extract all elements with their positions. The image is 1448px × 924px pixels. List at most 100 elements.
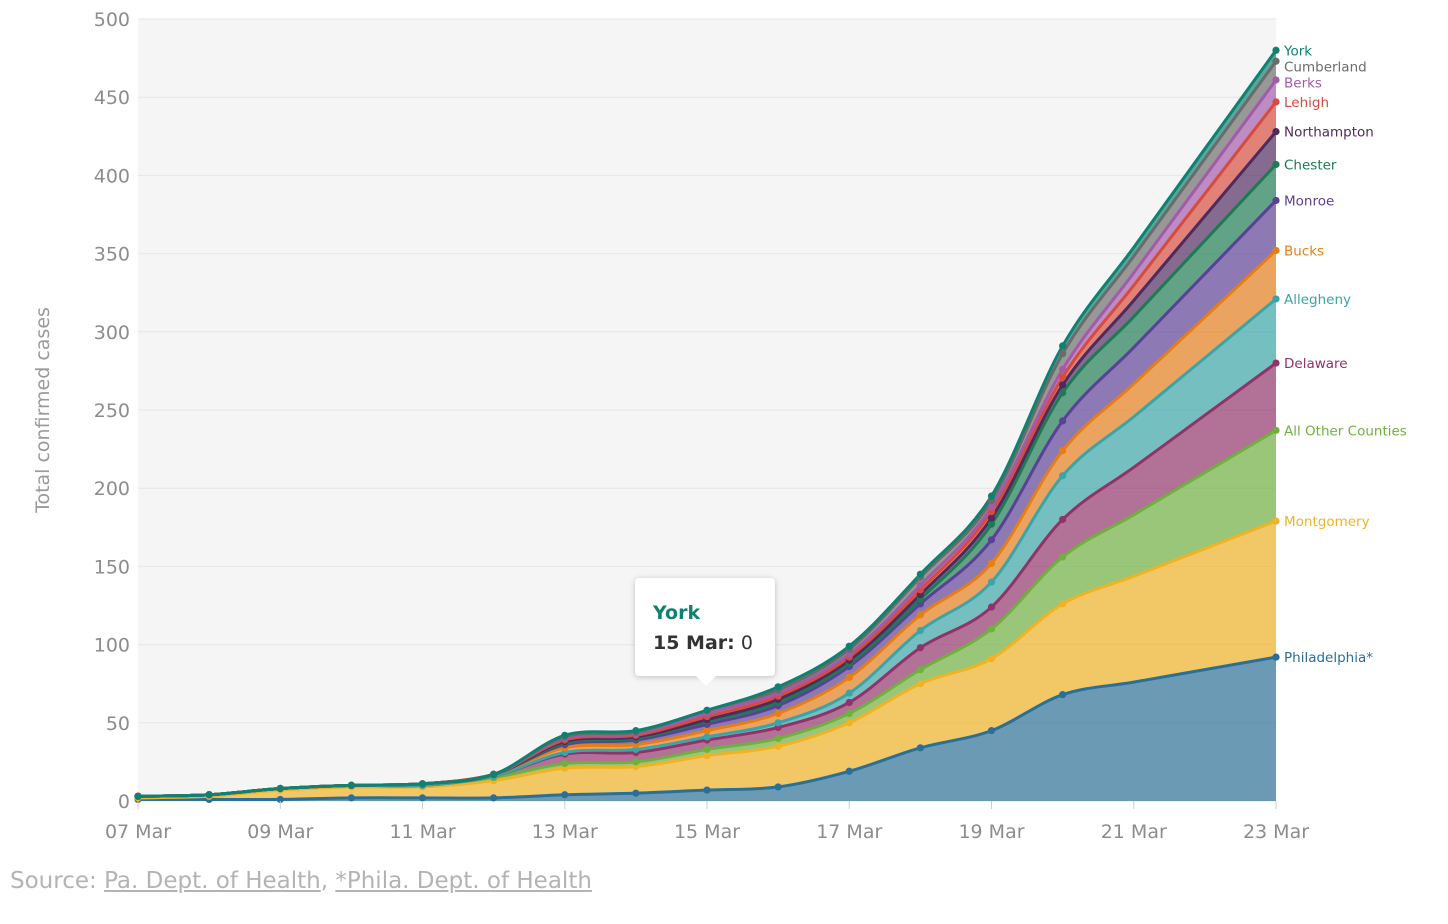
data-point[interactable]: [276, 784, 284, 793]
data-point[interactable]: [987, 625, 996, 633]
data-point[interactable]: [774, 719, 782, 727]
data-point[interactable]: [774, 709, 782, 718]
data-point[interactable]: [418, 780, 427, 788]
data-point[interactable]: [347, 794, 355, 802]
data-point[interactable]: [1272, 76, 1280, 84]
data-point[interactable]: [987, 503, 996, 511]
data-point[interactable]: [987, 655, 996, 663]
area-philadelphia-: [138, 657, 1276, 801]
y-tick-label: 200: [94, 478, 130, 500]
data-point[interactable]: [1059, 447, 1067, 455]
data-point[interactable]: [1272, 246, 1280, 255]
data-point[interactable]: [703, 786, 711, 794]
data-point[interactable]: [1059, 350, 1067, 358]
series-points: [134, 46, 1280, 804]
x-tick-label: 17 Mar: [816, 821, 882, 843]
data-point[interactable]: [1059, 381, 1067, 389]
data-point[interactable]: [703, 745, 711, 753]
data-point[interactable]: [1059, 553, 1067, 561]
data-point[interactable]: [987, 559, 996, 567]
source-prefix: Source:: [10, 868, 105, 894]
tooltip-pointer: [695, 675, 717, 686]
data-point[interactable]: [632, 758, 640, 766]
data-point[interactable]: [1272, 128, 1280, 136]
data-point[interactable]: [703, 733, 711, 741]
data-point[interactable]: [916, 666, 924, 674]
data-point[interactable]: [561, 791, 569, 799]
data-point[interactable]: [987, 492, 996, 500]
data-point[interactable]: [1059, 472, 1067, 480]
data-point[interactable]: [1272, 160, 1280, 169]
data-point[interactable]: [1059, 515, 1067, 524]
data-point[interactable]: [1272, 98, 1280, 106]
series-label: Northampton: [1284, 125, 1374, 141]
data-point[interactable]: [1059, 600, 1067, 608]
data-point[interactable]: [703, 727, 711, 735]
source-link-phila-health[interactable]: *Phila. Dept. of Health: [335, 868, 592, 894]
y-tick-label: 300: [94, 322, 130, 344]
data-point[interactable]: [1272, 426, 1280, 434]
source-link-pa-health[interactable]: Pa. Dept. of Health: [104, 868, 321, 894]
data-point[interactable]: [134, 792, 142, 800]
data-point[interactable]: [561, 731, 569, 739]
series-label: York: [1283, 43, 1312, 59]
data-point[interactable]: [916, 626, 924, 635]
data-point[interactable]: [845, 698, 853, 707]
data-point[interactable]: [845, 642, 853, 650]
data-point[interactable]: [774, 742, 782, 750]
series-label: Lehigh: [1284, 95, 1329, 111]
data-point[interactable]: [561, 759, 569, 768]
data-point[interactable]: [1272, 295, 1280, 303]
data-point[interactable]: [703, 752, 711, 760]
series-label: Berks: [1284, 75, 1322, 91]
data-point[interactable]: [276, 795, 284, 804]
data-point[interactable]: [490, 770, 498, 779]
data-point[interactable]: [1059, 365, 1067, 373]
data-point[interactable]: [418, 794, 427, 802]
y-tick-label: 0: [118, 791, 130, 813]
data-point[interactable]: [1272, 57, 1280, 65]
series-label: Bucks: [1284, 243, 1324, 259]
data-point[interactable]: [916, 611, 924, 619]
data-point[interactable]: [845, 673, 853, 682]
data-point[interactable]: [774, 734, 782, 743]
data-point[interactable]: [987, 727, 996, 735]
data-point[interactable]: [1272, 196, 1280, 205]
data-point[interactable]: [916, 570, 924, 578]
data-point[interactable]: [987, 514, 996, 522]
data-point[interactable]: [987, 603, 996, 611]
data-point[interactable]: [205, 791, 213, 799]
data-point[interactable]: [703, 706, 711, 714]
data-point[interactable]: [845, 767, 853, 775]
series-label: Cumberland: [1284, 59, 1367, 75]
data-point[interactable]: [845, 689, 853, 697]
data-point[interactable]: [632, 789, 640, 797]
data-point[interactable]: [347, 781, 355, 789]
data-point[interactable]: [774, 783, 782, 791]
data-point[interactable]: [1272, 517, 1280, 525]
data-point[interactable]: [845, 719, 853, 727]
tooltip-value-line: 15 Mar: 0: [653, 632, 753, 654]
data-point[interactable]: [774, 683, 782, 691]
data-point[interactable]: [916, 744, 924, 752]
data-point[interactable]: [1059, 373, 1067, 381]
data-point[interactable]: [1059, 389, 1067, 397]
data-point[interactable]: [1059, 342, 1067, 350]
data-point[interactable]: [1272, 359, 1280, 367]
data-point[interactable]: [987, 536, 996, 544]
data-point[interactable]: [1059, 691, 1067, 699]
data-point[interactable]: [490, 794, 498, 802]
data-point[interactable]: [1272, 46, 1280, 54]
series-label: All Other Counties: [1284, 423, 1407, 439]
data-point[interactable]: [987, 520, 996, 528]
data-point[interactable]: [916, 644, 924, 652]
data-point[interactable]: [1059, 417, 1067, 425]
data-point[interactable]: [987, 578, 996, 586]
x-tick-label: 11 Mar: [389, 821, 455, 843]
data-point[interactable]: [845, 709, 853, 718]
data-point[interactable]: [1272, 653, 1280, 661]
data-point[interactable]: [916, 680, 924, 688]
data-point[interactable]: [916, 581, 924, 589]
data-point[interactable]: [632, 727, 640, 735]
